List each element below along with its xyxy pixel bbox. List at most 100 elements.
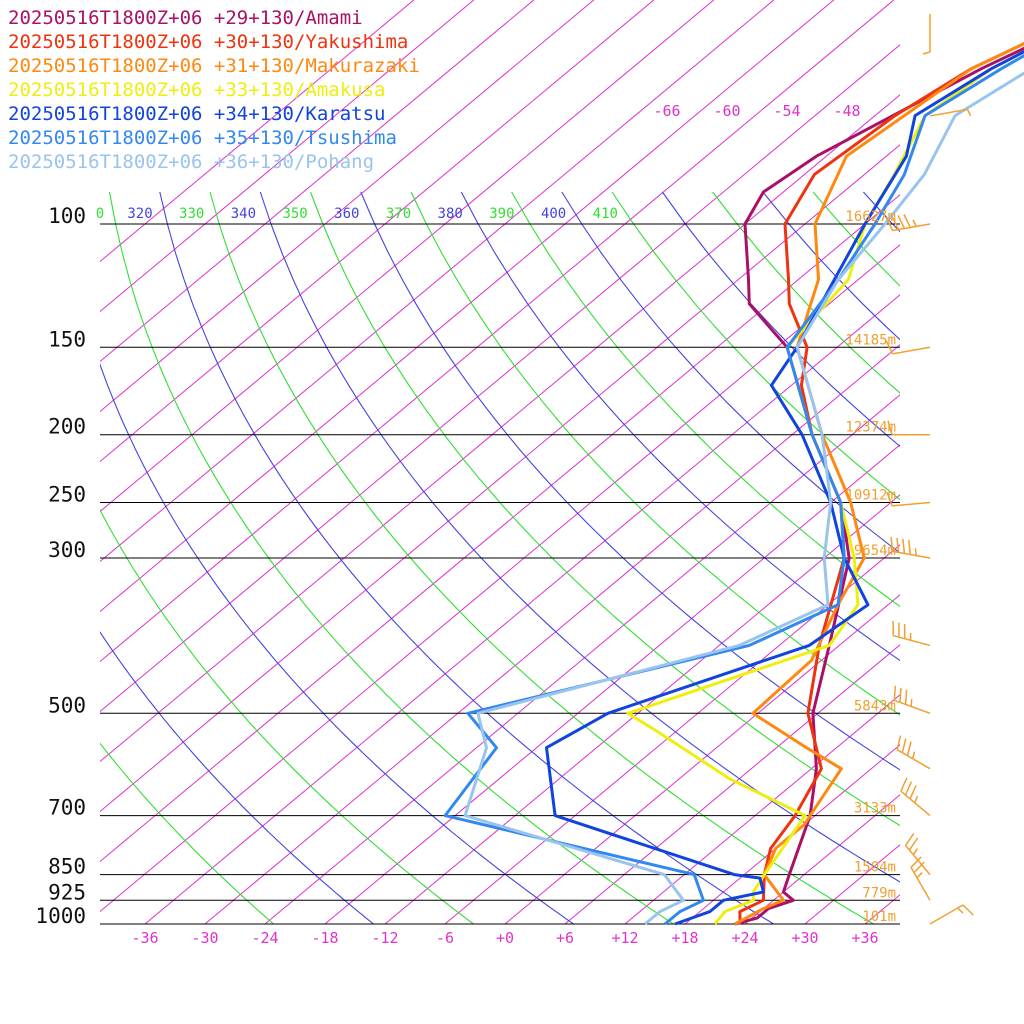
legend-entry-6: 20250516T1800Z+06 +35+130/Tsushima (8, 127, 397, 149)
isotherm-line (925, 0, 1024, 924)
pressure-label-300: 300 (48, 538, 86, 562)
height-label: 16627m (845, 209, 896, 225)
wind-barb-flag (909, 785, 917, 800)
isotherm-line (100, 94, 900, 763)
wind-barb-flag (890, 536, 894, 552)
legend-entry-4: 20250516T1800Z+06 +33+130/Amakusa (8, 79, 386, 101)
upper-isotherm-label: -60 (713, 102, 740, 120)
height-label: 14185m (845, 332, 896, 348)
isotherm-line (144, 294, 900, 924)
theta-label: 320 (127, 206, 152, 222)
isotherm-line (264, 394, 900, 924)
isotherm-line (684, 744, 900, 924)
wind-barb-half-flag (922, 51, 931, 55)
wind-barb-flag (904, 833, 915, 846)
temperature-trace-3 (734, 42, 1024, 926)
wind-barb-flag (913, 861, 925, 874)
temperature-trace-2 (738, 42, 1024, 925)
legend-entry-1: 20250516T1800Z+06 +29+130/Amami (8, 7, 363, 29)
isotherm-line (100, 0, 475, 313)
isotherm-line (100, 244, 900, 913)
height-label: 9654m (854, 543, 896, 559)
dry-adiabat-line (360, 191, 900, 771)
wind-barb-staff (910, 867, 931, 901)
temperature-label: -6 (436, 929, 454, 947)
dry-adiabat-line (862, 191, 900, 233)
theta-label: 340 (231, 206, 256, 222)
pressure-label-500: 500 (48, 693, 86, 717)
wind-barb-flag (908, 539, 912, 555)
temperature-label: +6 (556, 929, 574, 947)
wind-barb-half-flag (911, 751, 916, 759)
dry-adiabat-line (460, 191, 900, 662)
theta-label: 330 (179, 206, 204, 222)
wind-barb-half-flag (916, 872, 923, 879)
wind-barb-flag (906, 741, 912, 756)
wind-barb-flag (897, 215, 906, 229)
isotherm-line (100, 0, 895, 663)
theta-label: 400 (541, 206, 566, 222)
wind-barb-flag (887, 420, 893, 435)
height-label: 779m (862, 885, 896, 901)
wind-barb (892, 621, 931, 647)
isotherm-line (204, 344, 900, 924)
wind-barb-staff (894, 699, 931, 714)
wind-barb (929, 904, 974, 925)
theta-label: 380 (438, 206, 463, 222)
isotherm-line (100, 0, 595, 413)
wind-barb (922, 14, 931, 55)
height-label: 3133m (854, 801, 896, 817)
temperature-label: +18 (671, 929, 698, 947)
wind-barb (910, 856, 931, 901)
wind-barb (900, 777, 931, 817)
wind-barb-half-flag (957, 907, 964, 914)
temperature-profiles (443, 42, 1024, 926)
legend-entry-5: 20250516T1800Z+06 +34+130/Karatsu (8, 103, 386, 125)
legend-entry-7: 20250516T1800Z+06 +36+130/Pohang (8, 151, 375, 173)
isotherm-line (384, 494, 900, 924)
isotherm-line (100, 0, 775, 563)
isotherm-line (100, 0, 715, 513)
temperature-label: +0 (496, 929, 514, 947)
isotherm-line (444, 544, 900, 924)
temperature-label: -36 (131, 929, 158, 947)
wind-barb-flag (908, 837, 919, 851)
temperature-label: +24 (731, 929, 758, 947)
wind-barb-flag (910, 856, 922, 868)
wind-barb-flag (896, 735, 902, 750)
theta-label: 350 (282, 206, 307, 222)
height-label: 101m (862, 909, 896, 925)
pressure-label-150: 150 (48, 327, 86, 351)
wind-barb-flag (899, 687, 902, 703)
wind-barb (885, 340, 931, 355)
temperature-label: +36 (851, 929, 878, 947)
wind-barb-half-flag (912, 219, 917, 227)
wind-barb-staff (900, 790, 931, 817)
upper-isotherm-label: -54 (773, 102, 800, 120)
wind-barb-flag (904, 781, 913, 796)
wind-barb-half-flag (966, 109, 972, 117)
wind-barb-flag (900, 777, 908, 792)
wind-barb-staff (892, 550, 931, 559)
isotherm-line (100, 44, 900, 713)
theta-label: 360 (334, 206, 359, 222)
pressure-label-925: 925 (48, 880, 86, 904)
wind-barb-staff (896, 749, 931, 770)
wind-barb-flag (903, 214, 911, 228)
theta-label: 410 (593, 206, 618, 222)
height-label: 1504m (854, 860, 896, 876)
moist-adiabat-line (712, 191, 900, 394)
pressure-label-700: 700 (48, 796, 86, 820)
wind-barb-flag (904, 689, 908, 705)
pressure-label-850: 850 (48, 855, 86, 879)
isotherm-line (324, 444, 900, 924)
isotherm-line (100, 0, 535, 363)
pressure-label-100: 100 (48, 204, 86, 228)
dry-adiabat-line (100, 631, 375, 924)
isobar-lines (100, 223, 900, 925)
height-label: 12374m (845, 420, 896, 436)
temperature-label: -30 (191, 929, 218, 947)
upper-isotherm-label: -48 (833, 102, 860, 120)
temperature-trace-6 (443, 53, 1024, 926)
